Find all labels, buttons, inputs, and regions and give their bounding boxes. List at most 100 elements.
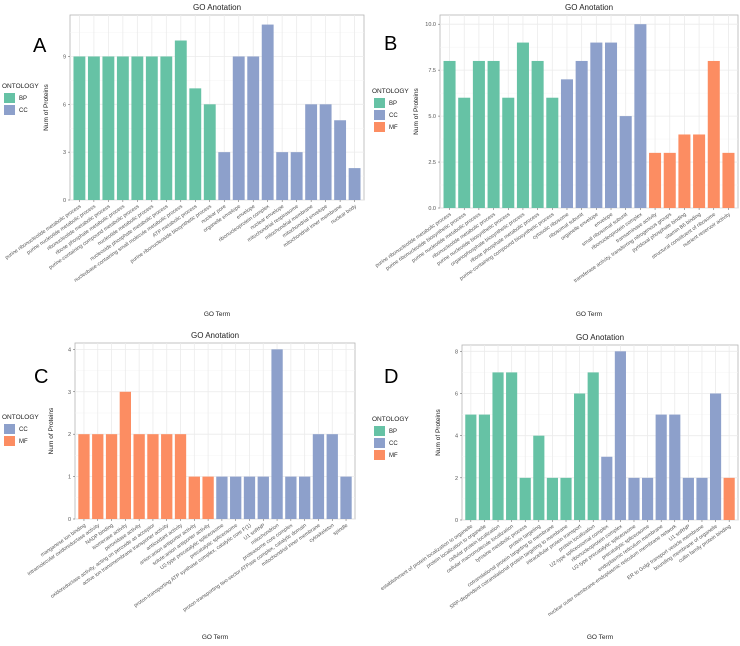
chart-title: GO Anotation — [576, 333, 624, 342]
legend-swatch-bp — [374, 98, 385, 108]
bar-cc — [682, 477, 694, 520]
bar-bp — [160, 56, 173, 201]
bar-mf — [693, 134, 706, 208]
panel-label: A — [33, 35, 47, 57]
bar-mf — [92, 434, 104, 519]
bar-bp — [574, 393, 586, 520]
bar-cc — [340, 476, 352, 519]
legend-label: CC — [19, 427, 28, 433]
bar-mf — [188, 476, 200, 519]
bar-cc — [271, 349, 283, 519]
bar-bp — [131, 56, 144, 201]
bar-mf — [174, 434, 187, 519]
bar-bp — [587, 372, 599, 520]
bar-mf — [723, 477, 735, 520]
bar-bp — [87, 56, 100, 201]
bar-mf — [147, 434, 159, 519]
y-tick-label: 10.0 — [425, 22, 436, 28]
bar-bp — [116, 56, 129, 201]
legend-swatch-bp — [374, 426, 385, 436]
panel-label: B — [384, 33, 397, 55]
legend-label: MF — [389, 453, 398, 459]
legend-swatch-bp — [4, 93, 15, 103]
y-tick-label: 2.5 — [428, 160, 436, 166]
legend-label: BP — [19, 96, 27, 102]
bar-cc — [290, 152, 303, 200]
chart-title: GO Anotation — [565, 3, 613, 12]
bar-cc — [257, 476, 269, 519]
chart-title: GO Anotation — [193, 3, 241, 12]
bar-bp — [560, 477, 572, 520]
legend-label: CC — [389, 113, 398, 119]
panel-b: 0.0 2.5 5.0 7.5 10.0 purine ribonucleotide me… — [370, 0, 740, 323]
y-tick-label: 5.0 — [428, 114, 436, 120]
legend-swatch-cc — [374, 110, 385, 120]
y-tick-label: 3 — [63, 150, 66, 156]
y-tick-label: 4 — [68, 347, 71, 353]
bar-cc — [232, 56, 245, 201]
legend-title: ONTOLOGY — [2, 414, 39, 421]
bar-bp — [443, 60, 456, 209]
panel-c: 0 1 2 3 4 manganese ion binding intramolecular… — [0, 323, 370, 646]
bar-bp — [516, 42, 529, 209]
bar-bp — [203, 104, 216, 200]
legend-swatch-mf — [374, 450, 385, 460]
panel-label: D — [384, 366, 398, 388]
bar-cc — [642, 477, 654, 520]
bar-cc — [326, 434, 338, 519]
bar-mf — [105, 434, 118, 519]
bar-cc — [216, 476, 228, 519]
bar-cc — [669, 414, 681, 520]
y-tick-label: 6 — [63, 102, 66, 108]
legend-label: BP — [389, 429, 397, 435]
legend-swatch-mf — [4, 436, 15, 446]
bar-cc — [348, 168, 361, 200]
bar-bp — [533, 435, 545, 520]
bar-mf — [202, 476, 214, 519]
y-tick-label: 3 — [68, 390, 71, 396]
y-axis-title: Num of Proteins — [48, 407, 55, 454]
bar-cc — [285, 476, 297, 519]
bar-bp — [189, 88, 202, 200]
y-axis-title: Num of Proteins — [413, 87, 420, 134]
bar-bp — [174, 40, 187, 200]
bar-cc — [305, 104, 318, 200]
bar-bp — [506, 372, 518, 520]
legend-title: ONTOLOGY — [372, 416, 409, 423]
y-tick-label: 8 — [455, 349, 458, 355]
x-tick-label: establishment of protein localization to… — [380, 524, 474, 592]
bar-cc — [655, 414, 667, 520]
bar-bp — [478, 414, 491, 520]
x-axis-title: GO Term — [587, 634, 613, 641]
panel-label: C — [34, 366, 48, 388]
bar-bp — [487, 60, 500, 209]
y-tick-label: 0 — [63, 198, 66, 204]
bar-cc — [709, 393, 722, 520]
y-tick-label: 2 — [68, 432, 71, 438]
x-axis-title: GO Term — [576, 311, 602, 318]
bar-bp — [73, 56, 86, 201]
legend-swatch-cc — [374, 438, 385, 448]
bar-mf — [161, 434, 173, 519]
bar-cc — [319, 104, 332, 200]
legend-label: BP — [389, 101, 397, 107]
bar-cc — [628, 477, 640, 520]
legend-title: ONTOLOGY — [2, 83, 39, 90]
y-tick-label: 2 — [455, 476, 458, 482]
legend-swatch-cc — [4, 424, 15, 434]
bar-bp — [145, 56, 158, 201]
panel-d: 0 2 4 6 8 establishment of protein localizati… — [370, 323, 740, 646]
bar-mf — [649, 152, 662, 208]
bar-cc — [634, 24, 647, 208]
bar-bp — [472, 60, 485, 209]
y-tick-label: 0 — [68, 517, 71, 523]
bar-bp — [546, 477, 558, 520]
bar-cc — [619, 116, 632, 208]
bar-cc — [575, 60, 588, 209]
bar-mf — [678, 134, 691, 208]
legend-label: MF — [19, 439, 28, 445]
go-annotation-chart-d: 0 2 4 6 8 establishment of protein localizati… — [372, 333, 739, 641]
y-tick-label: 7.5 — [428, 68, 436, 74]
bar-bp — [492, 372, 504, 520]
